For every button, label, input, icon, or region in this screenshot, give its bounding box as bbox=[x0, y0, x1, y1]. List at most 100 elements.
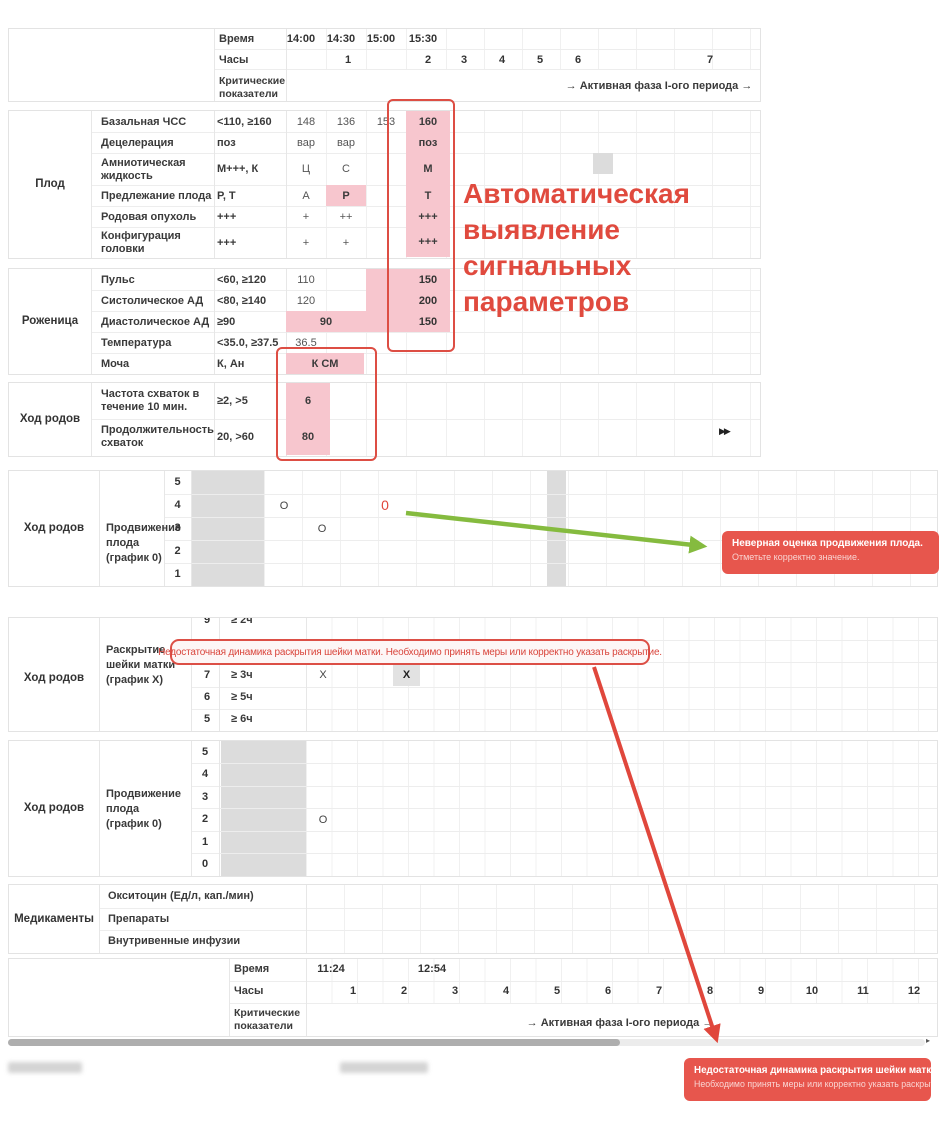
group-label-medications: Медикаменты bbox=[14, 913, 94, 925]
hour-value: 4 bbox=[498, 54, 506, 66]
header-table: Время 14:00 14:30 15:00 15:30 Часы 1 2 3… bbox=[8, 28, 761, 102]
row-divider bbox=[191, 687, 937, 688]
column-divider bbox=[191, 741, 192, 876]
cell-value[interactable]: 120 bbox=[296, 295, 316, 307]
column-divider bbox=[99, 885, 100, 953]
scale-label: 0 bbox=[201, 858, 209, 870]
column-divider bbox=[99, 471, 100, 586]
norm-value: 20, >60 bbox=[217, 431, 255, 443]
norm-value: поз bbox=[217, 137, 236, 149]
cell-value[interactable]: 153 bbox=[376, 116, 396, 128]
row-divider bbox=[91, 332, 760, 333]
scale-label: 3 bbox=[201, 791, 209, 803]
scroll-right-arrow-icon[interactable]: ▸ bbox=[926, 1036, 931, 1045]
alert-cell[interactable]: 6 bbox=[286, 383, 330, 419]
param-label: Диастолическое АД bbox=[101, 316, 210, 328]
hour-value: 7 bbox=[706, 54, 714, 66]
alert-cell[interactable]: Т bbox=[406, 185, 450, 206]
alert-cell[interactable]: М bbox=[406, 153, 450, 185]
group-label-labor: Ход родов bbox=[23, 522, 85, 534]
alert-cell[interactable]: +++ bbox=[406, 206, 450, 227]
cell-value[interactable]: + bbox=[302, 211, 310, 223]
alert-cell[interactable]: 90 bbox=[286, 311, 366, 332]
interval-label: ≥ 5ч bbox=[231, 691, 253, 703]
column-divider bbox=[191, 471, 192, 586]
hour-value: 4 bbox=[502, 985, 510, 997]
dilation-mark-highlighted[interactable]: X bbox=[393, 664, 420, 686]
alert-value[interactable]: 150 bbox=[418, 274, 438, 286]
fast-forward-icon[interactable]: ▶▶ bbox=[719, 426, 731, 436]
descent-mark[interactable]: O bbox=[317, 523, 327, 535]
dilation-mark[interactable]: X bbox=[319, 669, 327, 681]
scale-label: 5 bbox=[201, 746, 209, 758]
norm-value: М+++, К bbox=[217, 163, 259, 175]
descent-mark[interactable]: O bbox=[318, 814, 328, 826]
column-divider bbox=[91, 111, 92, 258]
alert-value[interactable]: 150 bbox=[418, 316, 438, 328]
highlighted-empty-cell[interactable] bbox=[593, 153, 613, 174]
alert-cell[interactable]: Р bbox=[326, 185, 366, 206]
annotation-line: параметров bbox=[463, 286, 630, 317]
scale-label: 5 bbox=[203, 713, 211, 725]
cell-value[interactable]: + bbox=[302, 237, 310, 249]
medication-row-label: Окситоцин (Ед/л, кап./мин) bbox=[108, 890, 254, 902]
norm-value: +++ bbox=[217, 237, 237, 249]
scale-label: 2 bbox=[201, 813, 209, 825]
time-value: 15:30 bbox=[408, 33, 438, 45]
cell-value[interactable]: А bbox=[302, 190, 310, 202]
param-label: Продолжительность схваток bbox=[101, 424, 214, 450]
medications-section: Медикаменты Окситоцин (Ед/л, кап./мин) П… bbox=[8, 884, 938, 954]
column-divider bbox=[91, 269, 92, 374]
column-divider bbox=[219, 618, 220, 731]
annotation-text: Автоматическая выявление сигнальных пара… bbox=[463, 176, 690, 320]
group-label-labor: Ход родов bbox=[23, 802, 85, 814]
alert-value[interactable]: 200 bbox=[418, 295, 438, 307]
norm-value: ≥2, >5 bbox=[217, 395, 248, 407]
alert-cell[interactable]: 160 bbox=[406, 111, 450, 132]
cell-value[interactable]: Ц bbox=[301, 163, 311, 175]
time-value: 15:00 bbox=[366, 33, 396, 45]
alert-cell[interactable]: поз bbox=[406, 132, 450, 153]
cell-value[interactable]: + bbox=[342, 237, 350, 249]
scale-label: 9 bbox=[203, 617, 211, 626]
column-divider bbox=[286, 29, 287, 101]
alert-column-frame bbox=[387, 99, 455, 352]
hour-value: 10 bbox=[805, 985, 819, 997]
descent-mark[interactable]: O bbox=[279, 500, 289, 512]
param-label: Конфигурация головки bbox=[101, 230, 181, 256]
alert-cell[interactable]: К СМ bbox=[286, 353, 364, 374]
fetus-section: Плод Базальная ЧСС <110, ≥160 148 136 15… bbox=[8, 110, 761, 259]
norm-value: <80, ≥140 bbox=[217, 295, 267, 307]
column-divider bbox=[214, 269, 215, 374]
hour-value: 2 bbox=[424, 54, 432, 66]
group-label-fetus: Плод bbox=[35, 178, 65, 190]
cell-value[interactable]: ++ bbox=[339, 211, 353, 223]
row-divider bbox=[164, 563, 937, 564]
alert-cell[interactable]: +++ bbox=[406, 227, 450, 257]
annotation-line: сигнальных bbox=[463, 250, 632, 281]
norm-value: ≥90 bbox=[217, 316, 236, 328]
row-divider bbox=[191, 786, 937, 787]
tooltip-subtitle: Необходимо принять меры или корректно ук… bbox=[694, 1079, 947, 1089]
cell-value[interactable]: вар bbox=[337, 137, 355, 149]
cell-value[interactable]: 110 bbox=[297, 274, 315, 286]
horizontal-scrollbar-thumb[interactable] bbox=[8, 1039, 620, 1046]
critical-row-label: Критические показатели bbox=[234, 1007, 301, 1032]
labor-params-section: Ход родов Частота схваток в течение 10 м… bbox=[8, 382, 761, 457]
column-divider bbox=[91, 383, 92, 456]
row-divider bbox=[191, 763, 937, 764]
row-divider bbox=[99, 930, 937, 931]
cell-value[interactable]: 148 bbox=[296, 116, 316, 128]
chart-label-line: плода bbox=[106, 537, 140, 549]
cell-value[interactable]: С bbox=[342, 163, 350, 175]
chart-label-line: (график X) bbox=[106, 674, 164, 686]
alert-cell[interactable]: 80 bbox=[286, 419, 330, 455]
dilation-error-tooltip: Недостаточная динамика раскрытия шейки м… bbox=[684, 1058, 947, 1101]
row-divider bbox=[229, 981, 937, 982]
param-label: Предлежание плода bbox=[101, 190, 212, 202]
wrong-descent-mark[interactable]: 0 bbox=[381, 497, 389, 513]
cell-value[interactable]: вар bbox=[297, 137, 315, 149]
cell-value[interactable]: 36.5 bbox=[295, 337, 317, 349]
norm-value: К, Ан bbox=[217, 358, 245, 370]
cell-value[interactable]: 136 bbox=[336, 116, 356, 128]
